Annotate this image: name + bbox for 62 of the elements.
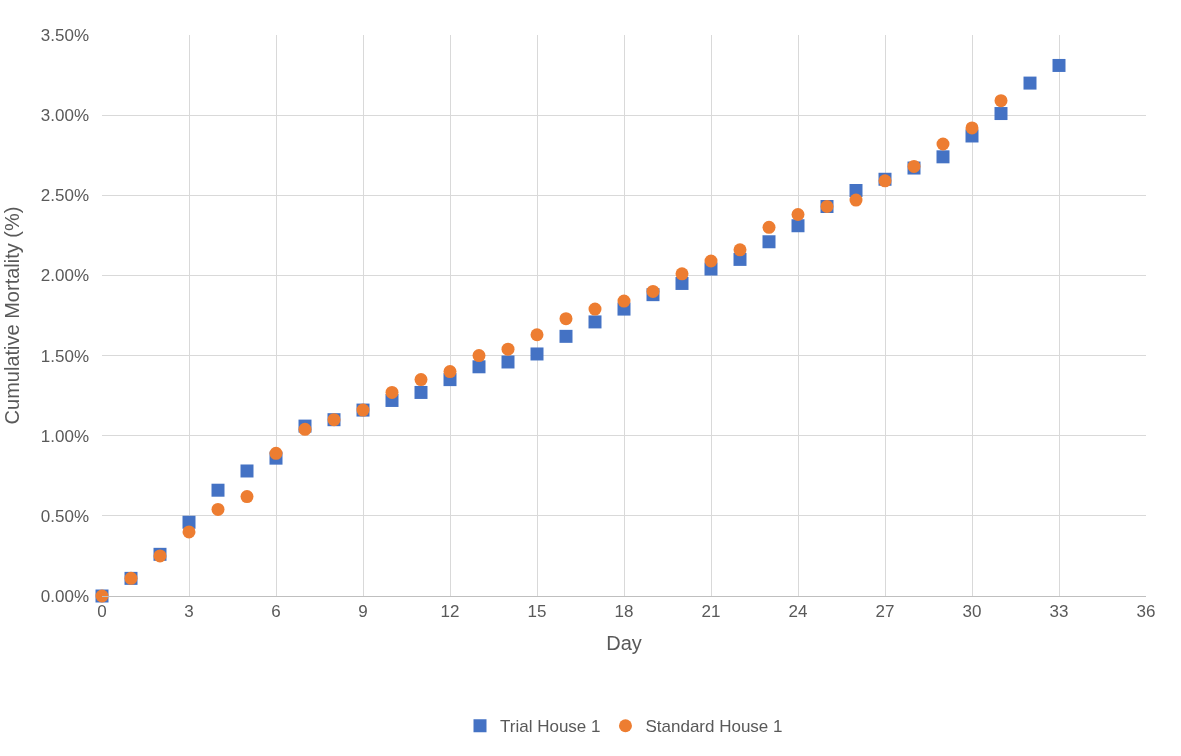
point — [501, 355, 515, 369]
point — [588, 315, 602, 329]
y-tick-label: 2.00% — [40, 266, 89, 286]
point — [733, 243, 747, 257]
x-tick-label: 36 — [1136, 602, 1156, 622]
point — [472, 360, 486, 374]
point — [965, 121, 979, 135]
y-tick-label: 1.50% — [40, 346, 89, 366]
point — [791, 219, 805, 233]
point — [994, 107, 1008, 121]
x-tick-label: 18 — [614, 602, 634, 622]
x-tick-label: 3 — [184, 602, 194, 622]
x-tick-label: 33 — [1049, 602, 1069, 622]
point — [211, 483, 225, 497]
point — [530, 347, 544, 361]
point — [1052, 58, 1066, 72]
y-tick-label: 2.50% — [40, 186, 89, 206]
x-tick-label: 9 — [358, 602, 368, 622]
point — [1023, 76, 1037, 90]
point — [936, 150, 950, 164]
point — [994, 94, 1008, 108]
x-tick-label: 27 — [875, 602, 895, 622]
x-tick-label: 0 — [97, 602, 107, 622]
point — [791, 208, 805, 222]
point — [472, 349, 486, 363]
point — [501, 342, 515, 356]
point — [211, 502, 225, 516]
x-axis-title: Day — [606, 631, 642, 654]
x-tick-label: 15 — [527, 602, 547, 622]
point — [182, 525, 196, 539]
point — [936, 137, 950, 151]
legend-label: Standard House 1 — [645, 717, 783, 737]
point — [588, 302, 602, 316]
point — [443, 365, 457, 379]
point — [269, 446, 283, 460]
point — [559, 312, 573, 326]
y-tick-label: 0.50% — [40, 506, 89, 526]
point — [530, 328, 544, 342]
point — [675, 267, 689, 281]
x-tick-label: 24 — [788, 602, 808, 622]
point — [704, 254, 718, 268]
point — [414, 385, 428, 399]
point — [762, 235, 776, 249]
point — [762, 220, 776, 234]
y-tick-label: 1.00% — [40, 426, 89, 446]
x-tick-label: 21 — [701, 602, 721, 622]
point — [385, 385, 399, 399]
point — [849, 193, 863, 207]
y-axis-title: Cumulative Mortality (%) — [1, 206, 24, 425]
y-tick-label: 3.50% — [40, 25, 89, 45]
point — [240, 490, 254, 504]
x-tick-label: 30 — [962, 602, 982, 622]
legend-label: Trial House 1 — [500, 717, 601, 737]
point — [646, 284, 660, 298]
y-tick-label: 3.00% — [40, 106, 89, 126]
point — [559, 329, 573, 343]
y-tick-label: 0.00% — [40, 586, 89, 606]
point — [414, 373, 428, 387]
x-tick-label: 12 — [440, 602, 460, 622]
point — [617, 294, 631, 308]
x-tick-label: 6 — [271, 602, 281, 622]
point — [240, 464, 254, 478]
